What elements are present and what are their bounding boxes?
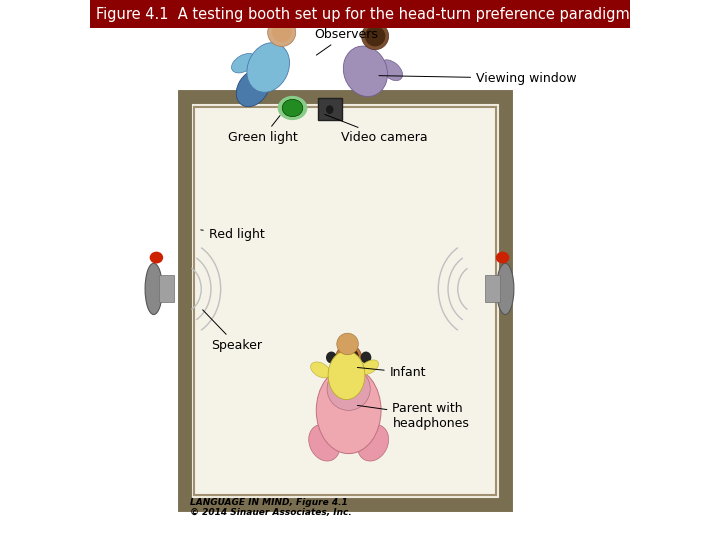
Ellipse shape xyxy=(496,252,509,264)
Ellipse shape xyxy=(268,18,296,46)
Ellipse shape xyxy=(325,105,334,114)
Ellipse shape xyxy=(338,347,359,368)
Bar xyxy=(159,275,174,302)
Ellipse shape xyxy=(360,360,379,374)
Ellipse shape xyxy=(357,424,389,461)
Bar xyxy=(194,107,496,495)
Ellipse shape xyxy=(309,424,340,461)
Ellipse shape xyxy=(337,333,359,355)
Ellipse shape xyxy=(145,263,163,314)
Text: Video camera: Video camera xyxy=(325,114,428,144)
Bar xyxy=(184,97,505,505)
Ellipse shape xyxy=(232,53,256,73)
Ellipse shape xyxy=(380,60,402,80)
Bar xyxy=(90,0,630,28)
Ellipse shape xyxy=(497,263,514,314)
Text: Green light: Green light xyxy=(228,116,297,144)
Ellipse shape xyxy=(247,43,289,92)
Text: Red light: Red light xyxy=(201,228,264,241)
Ellipse shape xyxy=(365,26,385,46)
Ellipse shape xyxy=(361,352,372,363)
Ellipse shape xyxy=(328,351,365,400)
Ellipse shape xyxy=(310,362,330,378)
Ellipse shape xyxy=(336,345,361,370)
Ellipse shape xyxy=(326,352,337,363)
Ellipse shape xyxy=(343,46,387,97)
Ellipse shape xyxy=(327,367,370,410)
Ellipse shape xyxy=(272,23,292,42)
Text: Viewing window: Viewing window xyxy=(379,72,577,85)
Ellipse shape xyxy=(361,23,389,50)
Text: Infant: Infant xyxy=(357,366,426,379)
Ellipse shape xyxy=(282,99,302,117)
Text: Observers: Observers xyxy=(315,28,379,55)
Text: LANGUAGE IN MIND, Figure 4.1
© 2014 Sinauer Associates, Inc.: LANGUAGE IN MIND, Figure 4.1 © 2014 Sina… xyxy=(190,498,351,517)
Text: Figure 4.1  A testing booth set up for the head-turn preference paradigm: Figure 4.1 A testing booth set up for th… xyxy=(96,6,630,22)
Text: Parent with
headphones: Parent with headphones xyxy=(357,402,469,430)
Ellipse shape xyxy=(236,69,270,107)
Ellipse shape xyxy=(278,96,307,120)
Ellipse shape xyxy=(150,252,163,264)
Ellipse shape xyxy=(316,367,381,454)
Bar xyxy=(318,98,341,120)
Text: Speaker: Speaker xyxy=(202,310,263,352)
Bar xyxy=(485,275,500,302)
